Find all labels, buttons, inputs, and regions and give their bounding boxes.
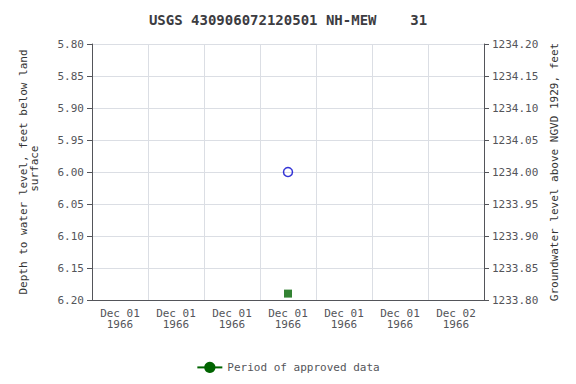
svg-text:6.10: 6.10 bbox=[58, 230, 85, 243]
svg-text:1966: 1966 bbox=[163, 318, 190, 331]
svg-text:Dec 01: Dec 01 bbox=[268, 307, 308, 320]
svg-text:1966: 1966 bbox=[107, 318, 134, 331]
svg-text:6.20: 6.20 bbox=[58, 294, 85, 307]
svg-text:5.80: 5.80 bbox=[58, 38, 85, 51]
svg-text:6.05: 6.05 bbox=[58, 198, 85, 211]
svg-text:1234.20: 1234.20 bbox=[492, 38, 538, 51]
svg-text:Dec 01: Dec 01 bbox=[156, 307, 196, 320]
svg-text:5.95: 5.95 bbox=[58, 134, 85, 147]
svg-text:1233.95: 1233.95 bbox=[492, 198, 538, 211]
svg-text:1233.90: 1233.90 bbox=[492, 230, 538, 243]
svg-text:1966: 1966 bbox=[331, 318, 358, 331]
svg-text:Dec 01: Dec 01 bbox=[380, 307, 420, 320]
svg-text:1233.85: 1233.85 bbox=[492, 262, 538, 275]
svg-text:6.00: 6.00 bbox=[58, 166, 85, 179]
svg-text:5.90: 5.90 bbox=[58, 102, 85, 115]
svg-text:Dec 02: Dec 02 bbox=[436, 307, 476, 320]
svg-text:1234.00: 1234.00 bbox=[492, 166, 538, 179]
svg-text:Period of approved data: Period of approved data bbox=[227, 361, 379, 374]
svg-text:5.85: 5.85 bbox=[58, 70, 85, 83]
svg-text:1966: 1966 bbox=[387, 318, 414, 331]
svg-text:1234.05: 1234.05 bbox=[492, 134, 538, 147]
svg-text:1966: 1966 bbox=[275, 318, 302, 331]
svg-text:1966: 1966 bbox=[219, 318, 246, 331]
svg-text:USGS 430906072120501 NH-MEW: USGS 430906072120501 NH-MEW 31 bbox=[149, 12, 427, 28]
svg-text:1966: 1966 bbox=[443, 318, 470, 331]
svg-text:Dec 01: Dec 01 bbox=[324, 307, 364, 320]
svg-text:1234.10: 1234.10 bbox=[492, 102, 538, 115]
svg-text:Groundwater level above NGVD 1: Groundwater level above NGVD 1929, feet bbox=[548, 43, 561, 301]
svg-text:Depth to water level, feet bel: Depth to water level, feet below land bbox=[17, 49, 30, 295]
svg-text:1234.15: 1234.15 bbox=[492, 70, 538, 83]
svg-text:6.15: 6.15 bbox=[58, 262, 85, 275]
svg-text:Dec 01: Dec 01 bbox=[212, 307, 252, 320]
svg-text:surface: surface bbox=[28, 146, 41, 199]
svg-text:Dec 01: Dec 01 bbox=[100, 307, 140, 320]
svg-text:1233.80: 1233.80 bbox=[492, 294, 538, 307]
